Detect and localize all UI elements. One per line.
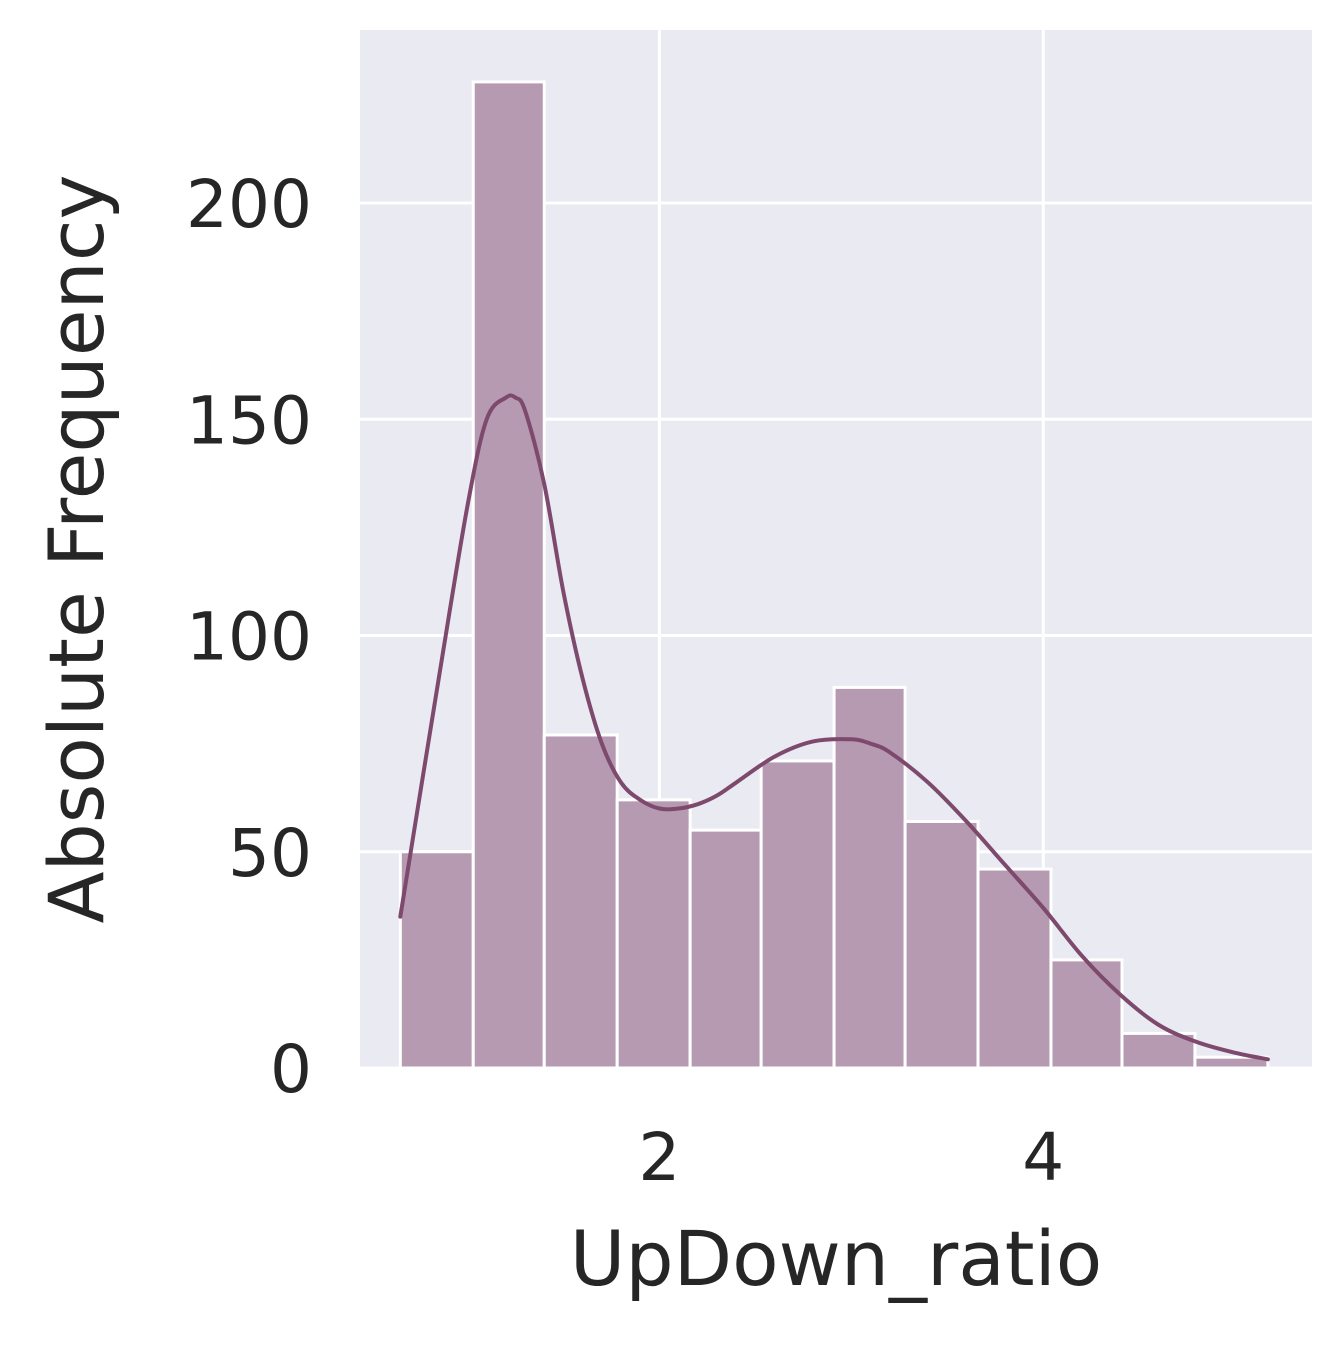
histogram-bar (903, 819, 980, 1070)
y-axis-title: Absolute Frequency (32, 175, 121, 924)
histogram-bar (398, 850, 475, 1070)
histogram-bar (832, 685, 907, 1070)
y-tick-label: 200 (186, 166, 312, 243)
histogram-bar (976, 867, 1053, 1070)
x-tick-label: 2 (638, 1119, 680, 1196)
histogram-bar (615, 798, 692, 1070)
x-axis-title: UpDown_ratio (570, 1214, 1102, 1303)
histogram-bar (471, 80, 546, 1070)
y-tick-label: 0 (270, 1031, 312, 1108)
y-tick-label: 150 (186, 382, 312, 459)
histogram-bar (1193, 1055, 1270, 1070)
x-tick-label: 4 (1022, 1119, 1064, 1196)
kde-curve (398, 393, 1270, 1062)
histogram-bar (542, 733, 619, 1070)
histogram-bar (1049, 958, 1124, 1070)
histogram-bar (688, 828, 763, 1070)
histogram-bar (759, 759, 836, 1070)
y-tick-label: 100 (186, 599, 312, 676)
y-tick-label: 50 (228, 815, 312, 892)
histogram-bar (1120, 1031, 1197, 1070)
y-tick-labels: 0 50 100 150 200 (186, 166, 312, 1108)
